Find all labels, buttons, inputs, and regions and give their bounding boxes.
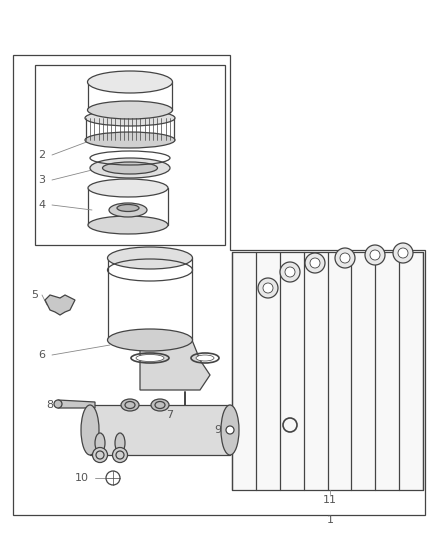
Ellipse shape bbox=[121, 399, 139, 411]
Ellipse shape bbox=[54, 400, 62, 408]
Text: 8: 8 bbox=[46, 400, 53, 410]
Ellipse shape bbox=[370, 250, 380, 260]
Ellipse shape bbox=[393, 243, 413, 263]
Ellipse shape bbox=[151, 399, 169, 411]
Ellipse shape bbox=[102, 162, 158, 174]
Ellipse shape bbox=[115, 433, 125, 453]
Text: 6: 6 bbox=[39, 350, 46, 360]
Polygon shape bbox=[90, 405, 230, 455]
Ellipse shape bbox=[340, 253, 350, 263]
Text: 11: 11 bbox=[323, 495, 337, 505]
Ellipse shape bbox=[136, 354, 164, 361]
Ellipse shape bbox=[258, 278, 278, 298]
Text: 7: 7 bbox=[166, 410, 173, 420]
Ellipse shape bbox=[305, 253, 325, 273]
Ellipse shape bbox=[92, 448, 107, 463]
Text: 2: 2 bbox=[39, 150, 46, 160]
Ellipse shape bbox=[85, 132, 175, 148]
Ellipse shape bbox=[88, 216, 168, 234]
Polygon shape bbox=[232, 252, 423, 490]
Ellipse shape bbox=[88, 179, 168, 197]
Ellipse shape bbox=[109, 203, 147, 217]
Ellipse shape bbox=[226, 426, 234, 434]
Polygon shape bbox=[45, 295, 75, 315]
Ellipse shape bbox=[95, 433, 105, 453]
Ellipse shape bbox=[398, 248, 408, 258]
Ellipse shape bbox=[85, 110, 175, 126]
Text: 3: 3 bbox=[39, 175, 46, 185]
Ellipse shape bbox=[90, 158, 170, 178]
Ellipse shape bbox=[280, 262, 300, 282]
Polygon shape bbox=[140, 340, 210, 390]
Text: 4: 4 bbox=[39, 200, 46, 210]
Ellipse shape bbox=[81, 405, 99, 455]
Ellipse shape bbox=[196, 355, 214, 361]
Text: 10: 10 bbox=[75, 473, 89, 483]
Ellipse shape bbox=[107, 247, 192, 269]
Text: 9: 9 bbox=[215, 425, 222, 435]
Polygon shape bbox=[58, 400, 95, 408]
Ellipse shape bbox=[107, 329, 192, 351]
Ellipse shape bbox=[365, 245, 385, 265]
Text: 1: 1 bbox=[326, 515, 333, 525]
Ellipse shape bbox=[117, 205, 139, 212]
Ellipse shape bbox=[113, 448, 127, 463]
Ellipse shape bbox=[88, 101, 173, 119]
Ellipse shape bbox=[263, 283, 273, 293]
Text: 5: 5 bbox=[32, 290, 39, 300]
Ellipse shape bbox=[335, 248, 355, 268]
Ellipse shape bbox=[221, 405, 239, 455]
Ellipse shape bbox=[310, 258, 320, 268]
Ellipse shape bbox=[285, 267, 295, 277]
Ellipse shape bbox=[88, 71, 173, 93]
